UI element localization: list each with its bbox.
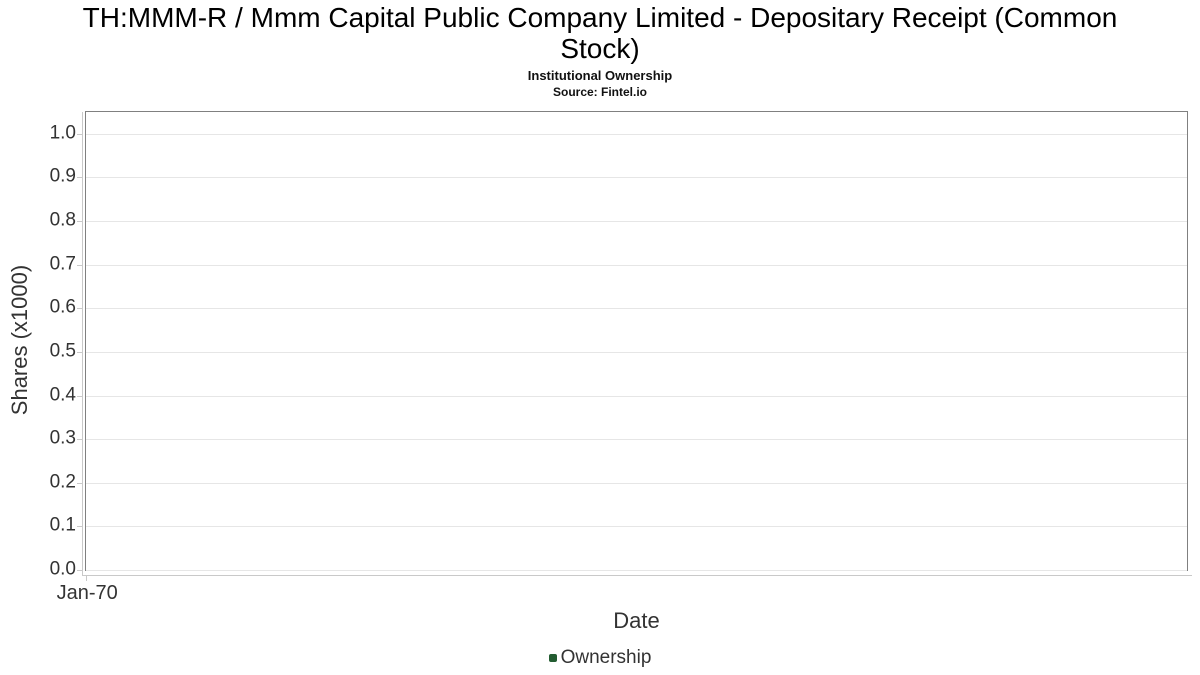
y-tick-label: 0.4 xyxy=(49,384,76,406)
y-tick-label: 0.6 xyxy=(49,296,76,318)
chart-source-credit: Source: Fintel.io xyxy=(552,85,647,99)
y-tick-mark xyxy=(77,308,82,309)
y-tick-label: 0.5 xyxy=(49,340,76,362)
y-tick-label: 0.8 xyxy=(49,209,76,231)
y-tick-mark xyxy=(77,352,82,353)
y-tick-label: 0.3 xyxy=(49,427,76,449)
legend: Ownership xyxy=(0,647,1200,669)
legend-item-ownership[interactable]: Ownership xyxy=(548,647,652,669)
y-tick-mark xyxy=(77,265,82,266)
y-tick-mark xyxy=(77,177,82,178)
y-tick-label: 0.0 xyxy=(49,558,76,580)
y-tick-label: 0.2 xyxy=(49,471,76,493)
y-tick-mark xyxy=(77,221,82,222)
legend-marker-square xyxy=(548,654,557,662)
gridline xyxy=(86,439,1187,440)
y-axis-line xyxy=(82,112,83,576)
y-tick-mark xyxy=(77,439,82,440)
gridline xyxy=(86,570,1187,571)
plot-area: Jan-70 0.0 0.1 0.2 0.3 0.4 0.5 0.6 0.7 0.8 0.9 1.0 xyxy=(50,111,1192,604)
x-tick-label: Jan-70 xyxy=(56,582,118,604)
y-tick-label: 0.9 xyxy=(49,165,76,187)
y-tick-label: 0.1 xyxy=(49,514,76,536)
y-tick-mark xyxy=(77,396,82,397)
y-tick-label: 0.7 xyxy=(49,253,76,275)
gridline xyxy=(86,265,1187,266)
y-tick-mark xyxy=(77,483,82,484)
gridline xyxy=(86,134,1187,135)
gridline xyxy=(86,352,1187,353)
gridline xyxy=(86,177,1187,178)
gridline xyxy=(86,221,1187,222)
chart-subtitle: Institutional Ownership xyxy=(527,68,673,83)
gridline xyxy=(86,483,1187,484)
y-axis-title: Shares (x1000) xyxy=(7,264,32,416)
y-tick-mark xyxy=(77,134,82,135)
chart-title: TH:MMM-R / Mmm Capital Public Company Li… xyxy=(82,2,1118,64)
x-tick-mark xyxy=(86,575,87,581)
gridline xyxy=(86,526,1187,527)
y-tick-label: 1.0 xyxy=(49,122,76,144)
gridline xyxy=(86,308,1187,309)
x-axis-line xyxy=(82,575,1192,576)
y-tick-mark xyxy=(77,570,82,571)
y-tick-mark xyxy=(77,526,82,527)
legend-label: Ownership xyxy=(560,647,652,668)
gridline xyxy=(86,396,1187,397)
x-axis-title: Date xyxy=(613,608,660,633)
